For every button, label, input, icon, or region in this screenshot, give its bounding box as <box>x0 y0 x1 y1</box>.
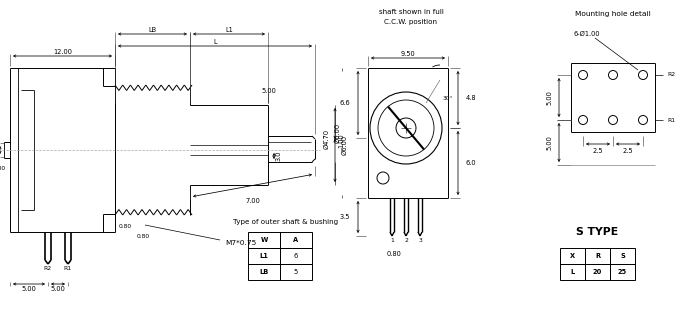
Text: 0.80: 0.80 <box>386 251 401 257</box>
Bar <box>248 248 280 264</box>
Text: 12.00: 12.00 <box>53 49 72 55</box>
Text: S TYPE: S TYPE <box>576 227 618 237</box>
Text: 5.00: 5.00 <box>262 88 276 94</box>
Text: shaft shown in full: shaft shown in full <box>379 9 443 15</box>
Text: 5: 5 <box>294 269 298 275</box>
Text: 0.80: 0.80 <box>0 166 6 170</box>
Text: LB: LB <box>260 269 269 275</box>
Text: R2: R2 <box>43 266 51 271</box>
Text: LB: LB <box>148 27 157 33</box>
Text: 3.5: 3.5 <box>340 214 350 220</box>
Text: R1: R1 <box>63 266 71 271</box>
Text: 6.6: 6.6 <box>340 100 350 106</box>
Text: Ø6.00: Ø6.00 <box>335 123 341 143</box>
Text: 5.00: 5.00 <box>546 135 552 150</box>
Bar <box>248 264 280 280</box>
Text: Ø4.70: Ø4.70 <box>324 129 330 149</box>
Text: L: L <box>570 269 575 275</box>
Text: Mounting hole detail: Mounting hole detail <box>575 11 651 17</box>
Bar <box>585 264 610 280</box>
Bar <box>560 248 585 264</box>
Bar <box>585 248 610 264</box>
Text: L1: L1 <box>260 253 268 259</box>
Text: C.C.W. position: C.C.W. position <box>384 19 438 25</box>
Text: 1.00: 1.00 <box>338 134 344 148</box>
Bar <box>610 248 635 264</box>
Text: L: L <box>214 39 217 45</box>
Text: A: A <box>293 237 299 243</box>
Text: 5.00: 5.00 <box>22 286 36 292</box>
Text: W: W <box>260 237 267 243</box>
Text: Ø6.00: Ø6.00 <box>342 135 348 155</box>
Text: 9.50: 9.50 <box>400 51 415 57</box>
Bar <box>610 264 635 280</box>
Text: 3: 3 <box>418 239 422 243</box>
Bar <box>248 232 280 248</box>
Text: S: S <box>620 253 625 259</box>
Text: Type of outer shaft & bushing: Type of outer shaft & bushing <box>233 219 339 225</box>
Bar <box>280 232 312 248</box>
Text: 6: 6 <box>294 253 298 259</box>
Text: R1: R1 <box>667 117 675 122</box>
Text: L1: L1 <box>225 27 233 33</box>
Text: M7*0.75: M7*0.75 <box>225 240 256 246</box>
Text: 6-Ø1.00: 6-Ø1.00 <box>573 31 600 37</box>
Text: 20: 20 <box>593 269 602 275</box>
Text: 5.00: 5.00 <box>50 286 65 292</box>
Text: 0.80: 0.80 <box>136 234 150 240</box>
Text: 0.80: 0.80 <box>118 225 132 229</box>
Text: 25: 25 <box>618 269 627 275</box>
Bar <box>280 248 312 264</box>
Bar <box>560 264 585 280</box>
Text: 3.0: 3.0 <box>276 151 282 161</box>
Text: 7.00: 7.00 <box>245 198 260 204</box>
Text: 4.8: 4.8 <box>466 95 477 101</box>
Text: X: X <box>570 253 575 259</box>
Text: 2.5: 2.5 <box>593 148 603 154</box>
Text: 5.00: 5.00 <box>546 90 552 105</box>
Bar <box>280 264 312 280</box>
Text: 6.0: 6.0 <box>466 160 477 166</box>
Text: R: R <box>595 253 600 259</box>
Text: 2: 2 <box>404 239 408 243</box>
Text: 30°: 30° <box>442 95 454 100</box>
Text: R2: R2 <box>667 72 675 78</box>
Text: 1: 1 <box>390 239 394 243</box>
Text: 2.5: 2.5 <box>623 148 634 154</box>
